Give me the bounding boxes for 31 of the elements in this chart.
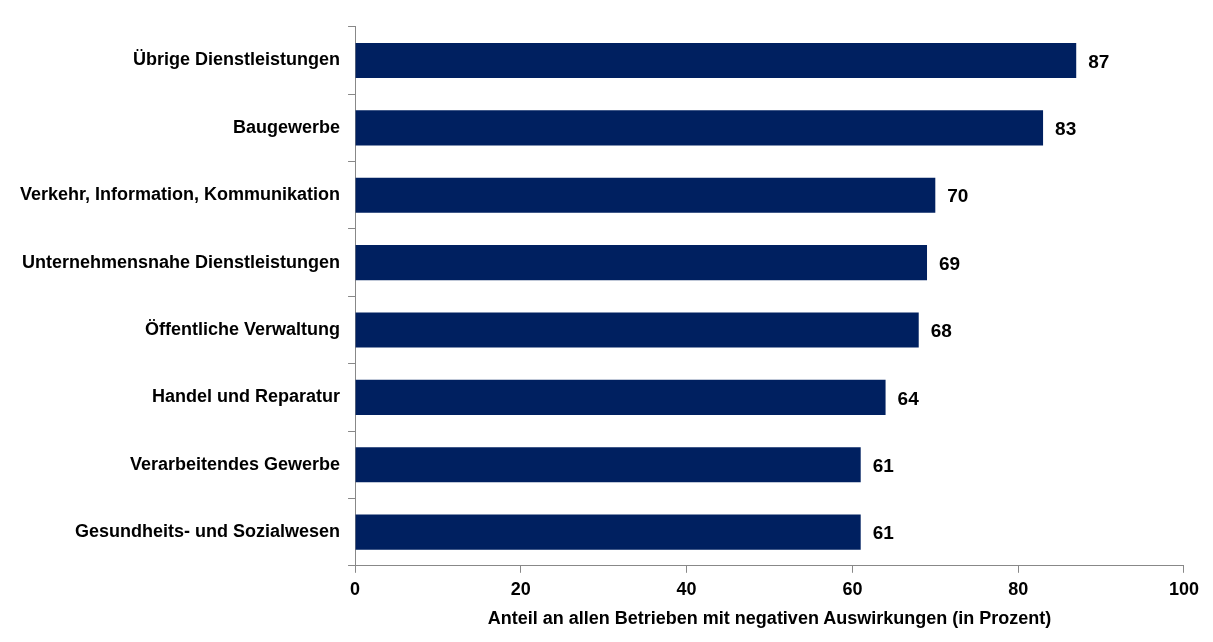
y-tick-label: Handel und Reparatur — [152, 386, 341, 407]
x-tick-label: 40 — [676, 578, 697, 599]
data-label: 70 — [947, 185, 969, 207]
data-label: 83 — [1055, 118, 1077, 140]
data-label: 87 — [1088, 50, 1110, 72]
data-label: 69 — [939, 252, 961, 274]
y-tick-label: Öffentliche Verwaltung — [145, 318, 341, 339]
bar — [355, 447, 861, 483]
bar — [355, 514, 861, 550]
y-tick-label: Verkehr, Information, Kommunikation — [19, 184, 341, 205]
x-tick-label: 80 — [1008, 578, 1029, 599]
bar — [355, 379, 886, 415]
bar — [355, 110, 1044, 146]
data-label: 61 — [872, 454, 895, 476]
y-tick-label: Übrige Dienstleistungen — [133, 49, 341, 70]
data-label: 68 — [930, 320, 952, 342]
data-label: 64 — [897, 387, 920, 409]
bar — [355, 42, 1077, 79]
bar — [355, 245, 928, 281]
y-tick-label: Baugewerbe — [233, 116, 341, 137]
bar — [355, 177, 936, 213]
data-label: 61 — [872, 522, 895, 544]
x-axis-title: Anteil an allen Betrieben mit negativen Auswirkungen (in Prozent) — [487, 608, 1052, 629]
y-tick-label: Gesundheits- und Sozialwesen — [75, 521, 341, 542]
x-tick-label: 100 — [1168, 578, 1200, 599]
y-tick-label: Verarbeitendes Gewerbe — [129, 453, 341, 474]
x-tick-label: 60 — [842, 578, 863, 599]
bar — [355, 312, 919, 348]
x-tick-label: 0 — [350, 578, 361, 599]
y-tick-label: Unternehmensnahe Dienstleistungen — [21, 251, 341, 272]
x-tick-label: 20 — [510, 578, 531, 599]
